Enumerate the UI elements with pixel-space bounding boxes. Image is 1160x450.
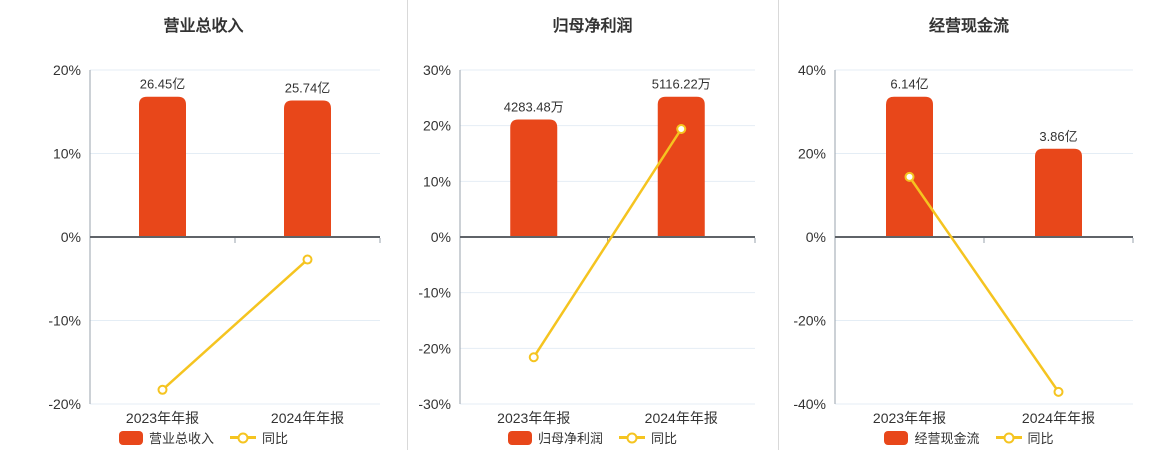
x-axis-label-2024: 2024年年报 <box>644 410 718 426</box>
bar-value-label: 3.86亿 <box>1039 129 1077 144</box>
yoy-line <box>532 128 683 358</box>
chart-title-operating-revenue: 营业总收入 <box>163 18 244 35</box>
y-axis-tick-label: -40% <box>793 396 826 412</box>
legend: 营业总收入 同比 <box>0 428 407 447</box>
y-axis-tick-label: -10% <box>48 313 81 329</box>
legend: 归母净利润 同比 <box>407 428 778 447</box>
panel-divider <box>778 0 779 450</box>
legend-label: 同比 <box>651 431 678 446</box>
legend-item-yoy[interactable]: 同比 <box>619 428 677 447</box>
chart-plot-net-profit: 30% 20% 10% 0% -10% -20% -30% 4283.48万 5116.22万 <box>418 62 756 412</box>
y-axis-tick-label: -20% <box>793 313 826 329</box>
bar-2023年年报[interactable] <box>510 119 558 237</box>
yoy-point-2024年年报[interactable] <box>302 254 313 265</box>
y-axis-tick-label: 20% <box>798 146 826 162</box>
chart-panel-operating-revenue: 营业总收入 20% 10% 0% -10% -20% 26.45亿 25.74亿 2023年… <box>0 0 407 450</box>
chart-panel-net-profit: 归母净利润 30% 20% 10% 0% -10% -20% -30% 4283.48万 511… <box>407 0 778 450</box>
yoy-line <box>161 258 309 391</box>
x-axis-label-2023: 2023年年报 <box>497 410 571 426</box>
yoy-point-2024年年报[interactable] <box>1053 386 1064 397</box>
bar-2023年年报[interactable] <box>139 96 186 237</box>
legend-item-operating-revenue[interactable]: 营业总收入 <box>118 428 214 447</box>
y-axis-tick-label: -10% <box>418 285 451 301</box>
yoy-point-2023年年报[interactable] <box>157 384 168 395</box>
legend-item-yoy[interactable]: 同比 <box>995 428 1054 447</box>
line-marker-icon <box>619 432 645 443</box>
bar-2024年年报[interactable] <box>1035 148 1082 237</box>
chart-plot-operating-cash-flow: 40% 20% 0% -20% -40% 6.14亿 3.86亿 <box>793 62 1134 412</box>
x-axis-label-2023: 2023年年报 <box>872 410 947 426</box>
bar-value-label: 26.45亿 <box>140 77 186 92</box>
legend-label: 同比 <box>262 431 289 446</box>
panel-divider <box>407 0 408 450</box>
bar-swatch-icon <box>118 430 143 445</box>
y-axis-tick-label: 20% <box>423 118 451 134</box>
x-axis-label-2023: 2023年年报 <box>125 410 200 426</box>
legend-item-yoy[interactable]: 同比 <box>230 428 288 447</box>
y-axis-tick-label: -30% <box>418 396 451 412</box>
legend-label: 同比 <box>1027 431 1054 446</box>
chart-title-operating-cash-flow: 经营现金流 <box>928 18 1009 35</box>
bar-value-label: 25.74亿 <box>285 80 331 95</box>
legend: 经营现金流 同比 <box>778 428 1160 447</box>
chart-plot-operating-revenue: 20% 10% 0% -10% -20% 26.45亿 25.74亿 <box>48 62 381 412</box>
yoy-point-2023年年报[interactable] <box>528 352 539 363</box>
y-axis-tick-label: 20% <box>53 62 81 78</box>
legend-item-net-profit[interactable]: 归母净利润 <box>507 428 603 447</box>
legend-item-operating-cash-flow[interactable]: 经营现金流 <box>884 428 980 447</box>
y-axis-tick-label: 30% <box>423 62 451 78</box>
bar-value-label: 4283.48万 <box>504 100 564 115</box>
x-axis-label-2024: 2024年年报 <box>270 410 345 426</box>
chart-title-net-profit: 归母净利润 <box>552 18 633 35</box>
bar-value-label: 6.14亿 <box>890 77 928 92</box>
y-axis-tick-label: 0% <box>806 229 826 245</box>
y-axis-tick-label: 40% <box>798 62 826 78</box>
bar-swatch-icon <box>507 430 532 445</box>
legend-label: 经营现金流 <box>914 431 980 446</box>
yoy-point-2024年年报[interactable] <box>676 124 687 135</box>
y-axis-tick-label: -20% <box>418 340 451 356</box>
line-marker-icon <box>995 432 1022 443</box>
legend-label: 营业总收入 <box>148 431 214 446</box>
bar-2024年年报[interactable] <box>284 100 331 237</box>
line-marker-icon <box>230 432 256 443</box>
bar-2024年年报[interactable] <box>657 96 705 237</box>
bar-value-label: 5116.22万 <box>652 77 711 92</box>
y-axis-tick-label: 0% <box>431 229 451 245</box>
y-axis-tick-label: 0% <box>61 229 81 245</box>
y-axis-tick-label: 10% <box>423 173 451 189</box>
yoy-line <box>908 176 1060 393</box>
bar-swatch-icon <box>884 430 909 445</box>
yoy-point-2023年年报[interactable] <box>904 171 915 182</box>
chart-panel-operating-cash-flow: 经营现金流 40% 20% 0% -20% -40% 6.14亿 3.86亿 2023年年报… <box>778 0 1160 450</box>
bar-2023年年报[interactable] <box>886 96 933 237</box>
y-axis-tick-label: -20% <box>48 396 81 412</box>
legend-label: 归母净利润 <box>537 431 603 446</box>
y-axis-tick-label: 10% <box>53 146 81 162</box>
x-axis-label-2024: 2024年年报 <box>1021 410 1096 426</box>
